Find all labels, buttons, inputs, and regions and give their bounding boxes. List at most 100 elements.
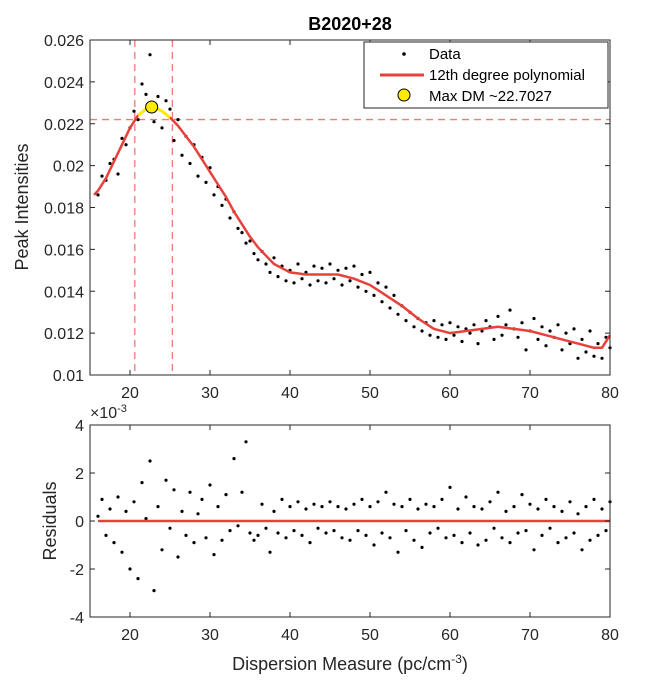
residual-point bbox=[316, 526, 320, 530]
data-point bbox=[380, 300, 384, 304]
residual-point bbox=[552, 505, 556, 509]
residual-point bbox=[448, 485, 452, 489]
data-point bbox=[360, 272, 364, 277]
residual-point bbox=[548, 526, 552, 530]
x-tick-label: 40 bbox=[281, 627, 299, 644]
residual-point bbox=[604, 529, 608, 533]
x-tick-label: 20 bbox=[121, 627, 139, 644]
x-tick-label: 30 bbox=[201, 385, 219, 402]
legend-label-polynomial: 12th degree polynomial bbox=[429, 67, 585, 84]
y-tick-label: 0.012 bbox=[44, 326, 84, 343]
residual-point bbox=[528, 502, 532, 506]
y-tick-label: 0 bbox=[75, 514, 84, 531]
legend-label-data: Data bbox=[429, 46, 461, 63]
residual-point bbox=[364, 533, 368, 538]
data-point bbox=[388, 306, 392, 310]
data-point bbox=[264, 262, 268, 266]
residual-point bbox=[396, 550, 400, 554]
data-point bbox=[548, 329, 552, 333]
data-point bbox=[168, 107, 172, 111]
residual-point bbox=[292, 529, 296, 533]
residual-point bbox=[100, 497, 104, 501]
data-point bbox=[420, 329, 424, 333]
residual-point bbox=[568, 500, 572, 504]
y-tick-label: 0.016 bbox=[44, 242, 84, 259]
data-point bbox=[316, 279, 320, 283]
residual-point bbox=[376, 500, 380, 504]
data-point bbox=[308, 283, 312, 287]
top-y-ticks: 0.01 0.012 0.014 0.016 0.018 0.02 0.022 0.024 0.… bbox=[44, 33, 610, 385]
data-point bbox=[132, 109, 136, 113]
data-point bbox=[596, 342, 600, 346]
data-point bbox=[96, 193, 100, 197]
data-point bbox=[100, 174, 104, 178]
residual-point bbox=[488, 500, 492, 504]
data-point bbox=[492, 337, 496, 341]
residual-point bbox=[248, 531, 252, 535]
data-point bbox=[600, 356, 604, 360]
data-point bbox=[508, 308, 512, 312]
residual-point bbox=[588, 538, 592, 542]
residual-point bbox=[428, 531, 432, 535]
residual-point bbox=[156, 505, 160, 509]
data-point bbox=[572, 327, 576, 331]
residual-point bbox=[400, 505, 404, 509]
data-point bbox=[460, 339, 464, 344]
data-point bbox=[272, 256, 276, 260]
data-point bbox=[496, 314, 500, 318]
top-title: B2020+28 bbox=[308, 14, 392, 34]
residual-point bbox=[260, 502, 264, 506]
residual-point bbox=[436, 526, 440, 530]
legend: Data 12th degree polynomial Max DM ~22.7… bbox=[363, 41, 609, 109]
residual-point bbox=[420, 545, 424, 550]
residual-point bbox=[252, 538, 256, 542]
data-point bbox=[544, 344, 548, 348]
data-point bbox=[296, 262, 300, 266]
residual-point bbox=[244, 440, 248, 444]
residual-point bbox=[464, 495, 468, 499]
residual-point bbox=[524, 529, 528, 533]
data-point bbox=[152, 120, 156, 124]
residual-point bbox=[480, 507, 484, 511]
residual-point bbox=[320, 505, 324, 509]
residual-point bbox=[180, 509, 184, 513]
residual-point bbox=[500, 536, 504, 540]
data-point bbox=[364, 289, 368, 293]
residual-point bbox=[544, 497, 548, 501]
residual-point bbox=[336, 505, 340, 509]
residual-point bbox=[540, 533, 544, 538]
residual-point bbox=[220, 538, 224, 542]
y-tick-label: -2 bbox=[70, 562, 84, 579]
y-tick-label: 2 bbox=[75, 466, 84, 483]
data-point bbox=[516, 335, 520, 339]
data-point bbox=[452, 333, 456, 337]
residual-point bbox=[416, 507, 420, 511]
data-point bbox=[564, 331, 568, 335]
data-point bbox=[204, 180, 208, 184]
residual-point bbox=[572, 531, 576, 535]
data-point bbox=[436, 335, 440, 339]
y-tick-label: 4 bbox=[75, 418, 84, 435]
residual-point bbox=[340, 536, 344, 540]
data-point bbox=[412, 325, 416, 329]
residual-point bbox=[288, 505, 292, 509]
residual-point bbox=[372, 543, 376, 547]
bottom-ylabel: Residuals bbox=[40, 481, 60, 560]
data-point bbox=[180, 153, 184, 157]
data-point bbox=[384, 285, 388, 289]
residual-point bbox=[504, 509, 508, 513]
x-tick-label: 60 bbox=[441, 385, 459, 402]
data-point bbox=[560, 348, 564, 352]
x-tick-label: 60 bbox=[441, 627, 459, 644]
residual-point bbox=[560, 509, 564, 513]
residual-point bbox=[212, 553, 216, 557]
residual-point bbox=[492, 526, 496, 530]
data-point bbox=[244, 241, 248, 245]
residual-point bbox=[168, 526, 172, 530]
data-point bbox=[108, 161, 112, 166]
data-point bbox=[144, 92, 148, 96]
residual-point bbox=[508, 541, 512, 545]
x-tick-label: 50 bbox=[361, 385, 379, 402]
data-point bbox=[140, 82, 144, 86]
